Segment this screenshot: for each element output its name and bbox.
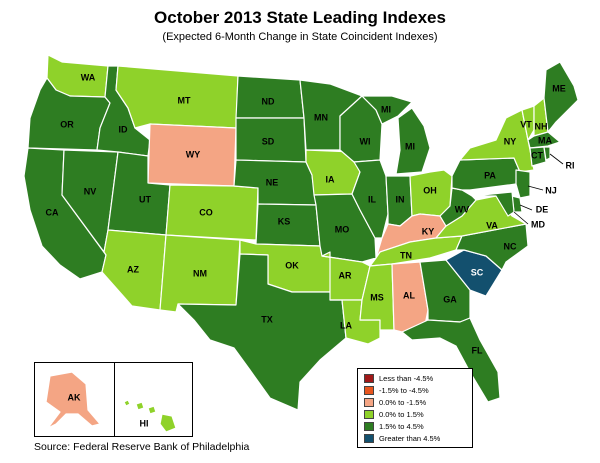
label-MO: MO xyxy=(335,224,350,234)
legend-row: 0.0% to -1.5% xyxy=(364,398,426,407)
map-title: October 2013 State Leading Indexes xyxy=(154,8,446,27)
label-NM: NM xyxy=(193,268,207,278)
label-NC: NC xyxy=(504,241,517,251)
label-MI-UP: MI xyxy=(381,104,391,114)
source-note: Source: Federal Reserve Bank of Philadel… xyxy=(34,441,250,453)
legend-swatch xyxy=(364,386,374,395)
legend-swatch xyxy=(364,374,374,383)
label-RI: RI xyxy=(566,160,575,170)
label-MI: MI xyxy=(405,141,415,151)
label-PA: PA xyxy=(484,170,496,180)
label-ID: ID xyxy=(119,124,129,134)
legend: Less than -4.5% -1.5% to -4.5% 0.0% to -… xyxy=(357,368,473,448)
leader-de xyxy=(519,204,533,211)
map-subtitle: (Expected 6-Month Change in State Coinci… xyxy=(162,31,438,43)
label-ND: ND xyxy=(262,96,275,106)
label-KY: KY xyxy=(422,226,435,236)
label-AR: AR xyxy=(339,270,352,280)
label-NJ: NJ xyxy=(545,185,557,195)
label-AL: AL xyxy=(403,290,415,300)
label-MT: MT xyxy=(178,95,191,105)
label-HI: HI xyxy=(140,418,149,428)
label-UT: UT xyxy=(139,194,151,204)
label-NH: NH xyxy=(535,121,548,131)
label-AZ: AZ xyxy=(127,264,139,274)
label-NE: NE xyxy=(266,177,279,187)
label-VA: VA xyxy=(486,220,498,230)
label-NY: NY xyxy=(504,136,517,146)
alaska-inset xyxy=(34,362,115,437)
label-IL: IL xyxy=(368,194,377,204)
label-AK: AK xyxy=(68,392,81,402)
legend-label: 0.0% to -1.5% xyxy=(379,398,427,407)
legend-label: -1.5% to -4.5% xyxy=(379,386,429,395)
legend-swatch xyxy=(364,422,374,431)
leader-ri xyxy=(549,153,564,165)
state-MS xyxy=(359,263,395,331)
state-MI xyxy=(395,107,431,175)
leader-nj xyxy=(527,185,544,191)
state-IL xyxy=(351,159,389,239)
label-IN: IN xyxy=(396,194,405,204)
state-MI-UP xyxy=(361,95,413,125)
state-FL xyxy=(401,317,501,403)
state-ME xyxy=(543,61,579,133)
label-SC: SC xyxy=(471,267,484,277)
leader-md xyxy=(513,211,529,225)
label-OR: OR xyxy=(60,119,74,129)
legend-row: -1.5% to -4.5% xyxy=(364,386,429,395)
legend-row: Greater than 4.5% xyxy=(364,434,440,443)
label-OH: OH xyxy=(423,185,437,195)
legend-row: 1.5% to 4.5% xyxy=(364,422,424,431)
state-CT xyxy=(529,146,547,167)
label-MA: MA xyxy=(538,135,552,145)
label-CT: CT xyxy=(531,150,543,160)
state-NJ xyxy=(515,169,531,199)
legend-label: Less than -4.5% xyxy=(379,374,434,383)
label-ME: ME xyxy=(552,83,566,93)
legend-label: 1.5% to 4.5% xyxy=(379,422,424,431)
label-CA: CA xyxy=(46,207,59,217)
legend-row: 0.0% to 1.5% xyxy=(364,410,424,419)
label-TX: TX xyxy=(261,314,273,324)
label-WA: WA xyxy=(81,72,96,82)
label-SD: SD xyxy=(262,136,275,146)
label-IA: IA xyxy=(326,174,336,184)
label-WV: WV xyxy=(455,204,470,214)
legend-label: Greater than 4.5% xyxy=(379,434,441,443)
label-LA: LA xyxy=(340,320,352,330)
label-NV: NV xyxy=(84,186,97,196)
legend-row: Less than -4.5% xyxy=(364,374,433,383)
legend-swatch xyxy=(364,410,374,419)
label-WI: WI xyxy=(360,136,371,146)
label-TN: TN xyxy=(400,250,412,260)
label-OK: OK xyxy=(285,260,299,270)
state-RI xyxy=(543,146,551,161)
label-DE: DE xyxy=(536,204,549,214)
legend-label: 0.0% to 1.5% xyxy=(379,410,424,419)
label-GA: GA xyxy=(443,294,457,304)
label-VT: VT xyxy=(520,119,532,129)
hawaii-inset xyxy=(113,362,193,437)
state-TX xyxy=(177,253,347,411)
state-HI xyxy=(123,399,177,433)
legend-swatch xyxy=(364,434,374,443)
label-FL: FL xyxy=(472,345,483,355)
legend-swatch xyxy=(364,398,374,407)
label-MD: MD xyxy=(531,219,545,229)
label-KS: KS xyxy=(278,216,291,226)
state-AK xyxy=(45,371,101,429)
label-MN: MN xyxy=(314,112,328,122)
label-MS: MS xyxy=(370,292,384,302)
label-WY: WY xyxy=(186,149,201,159)
label-CO: CO xyxy=(199,207,213,217)
state-MD xyxy=(471,191,515,217)
